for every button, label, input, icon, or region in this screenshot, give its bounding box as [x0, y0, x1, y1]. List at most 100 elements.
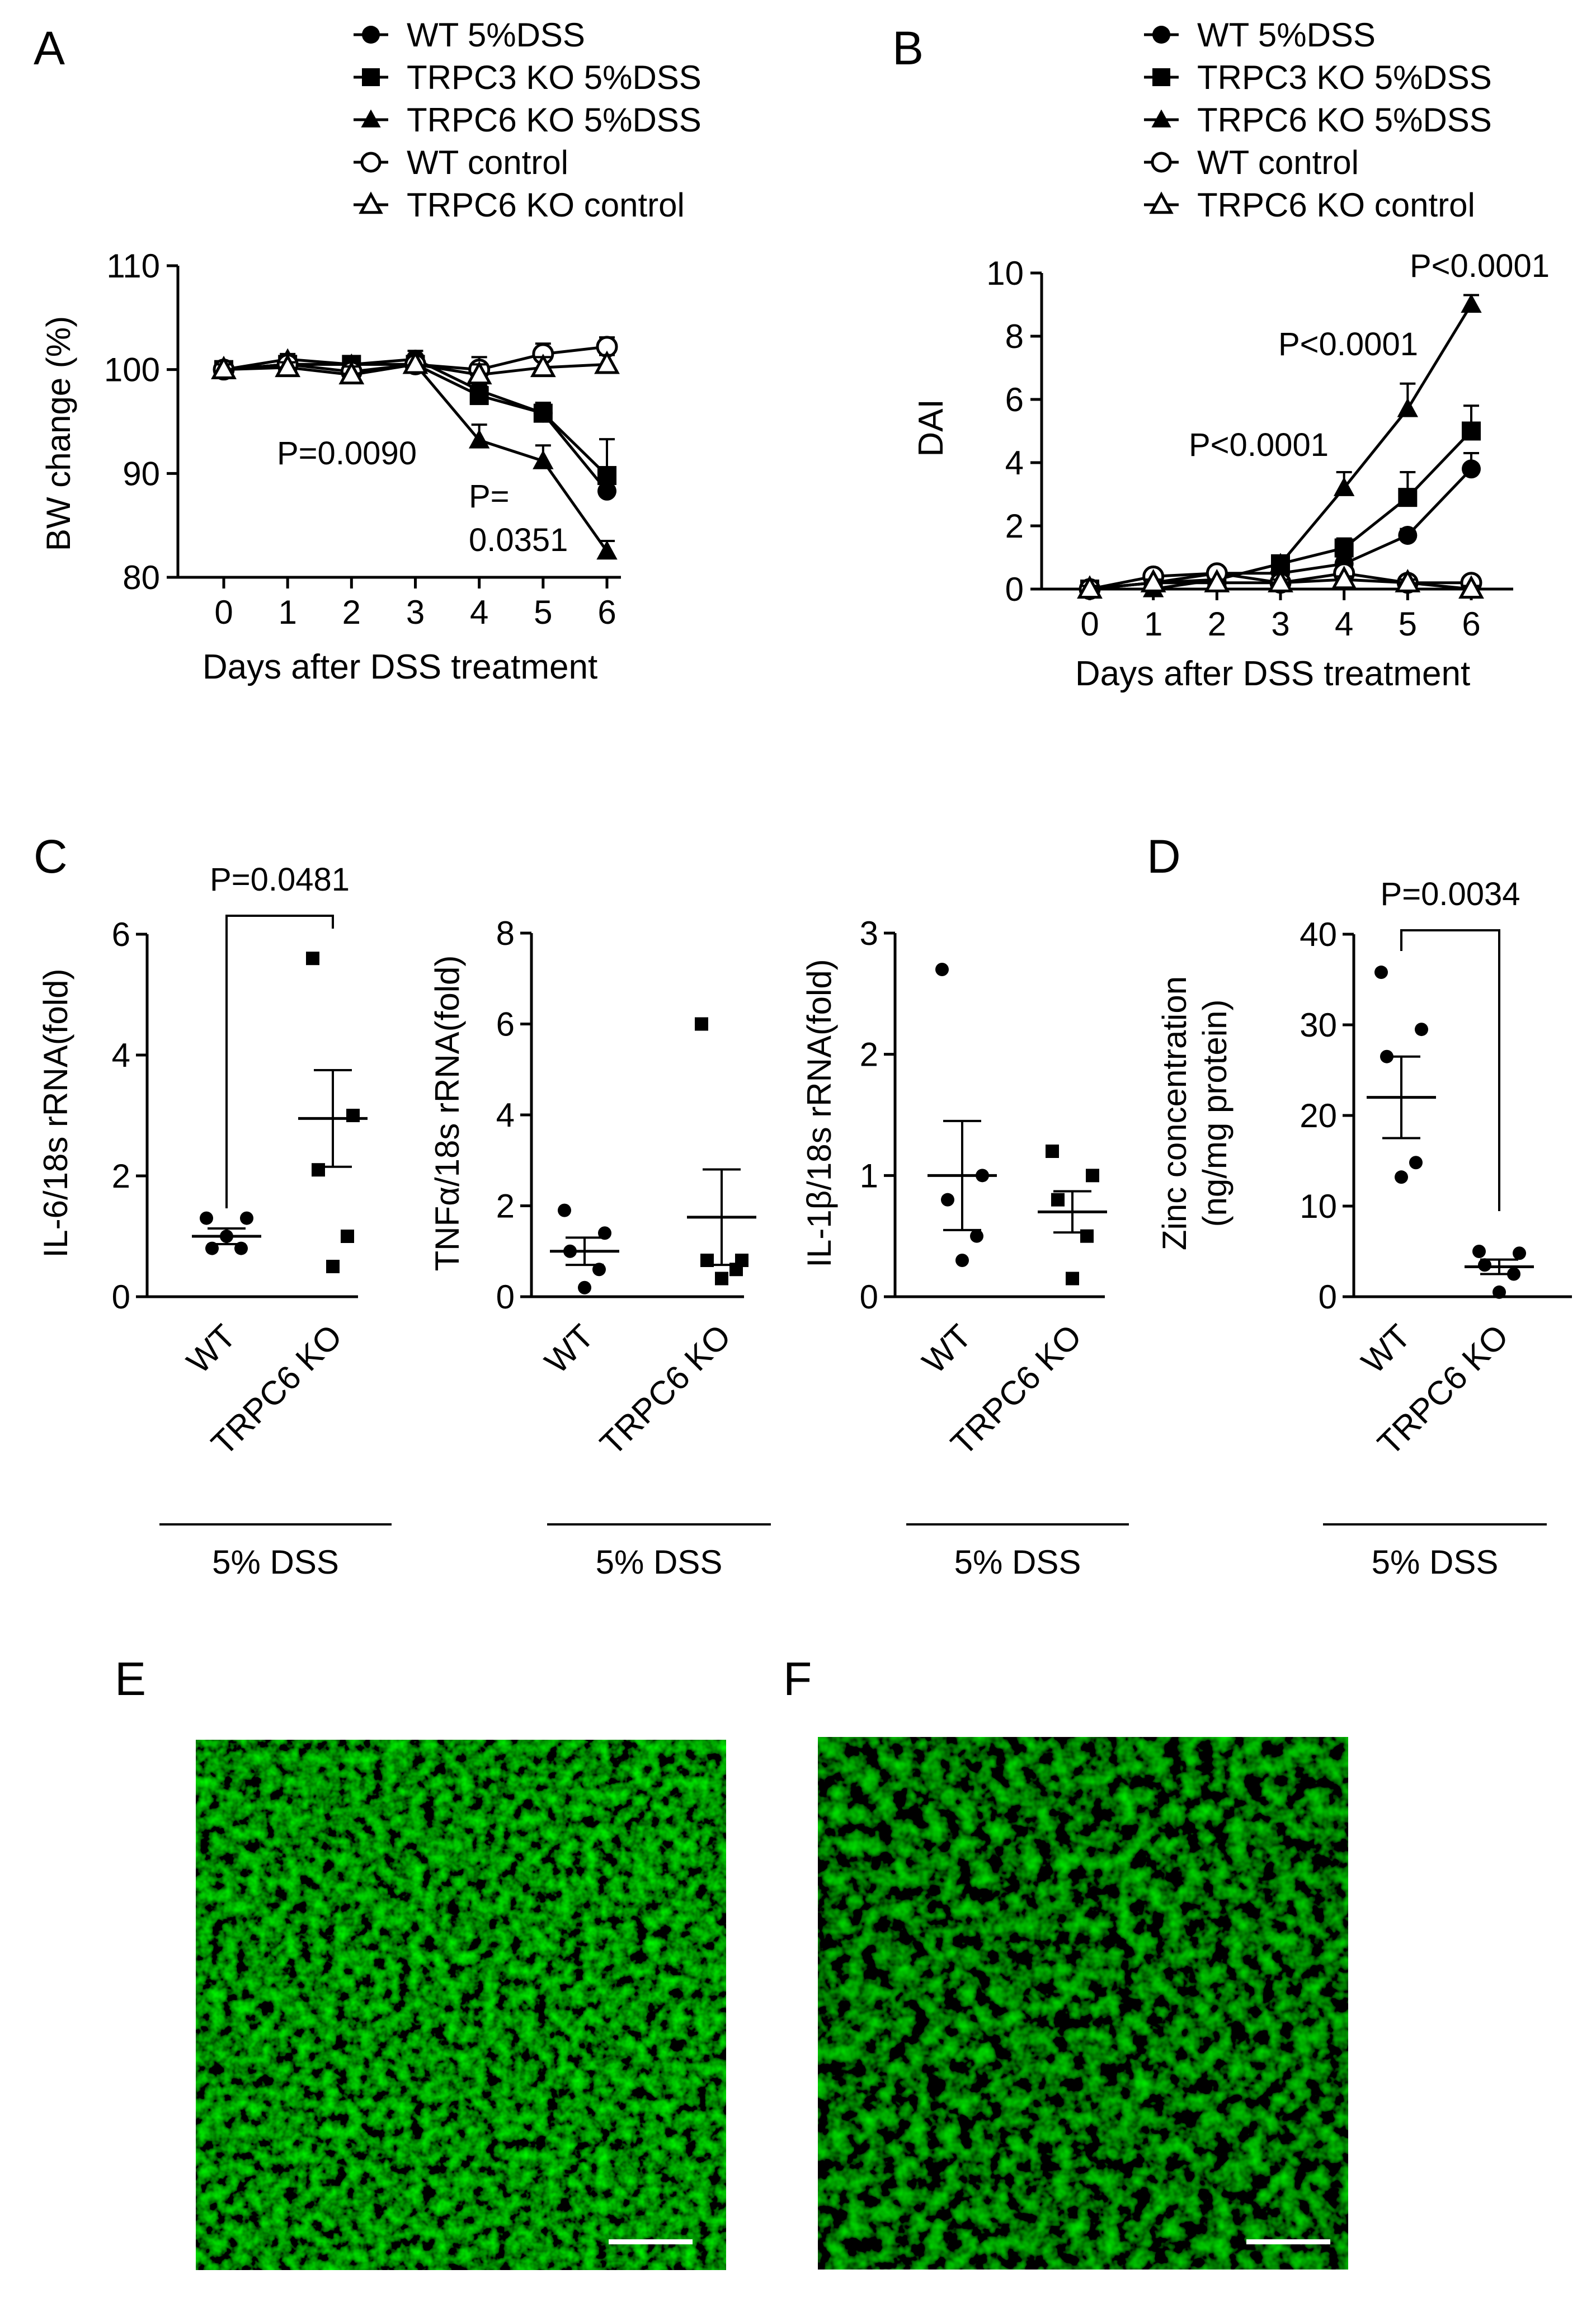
micrograph-f-stain	[818, 1737, 1348, 2270]
x-tick-label: 4	[1335, 605, 1353, 643]
chart-panel-b: DAI Days after DSS treatment P<0.0001 P<…	[912, 248, 1550, 693]
legend-panel-a: WT 5%DSS TRPC3 KO 5%DSS TRPC6 KO 5%DSS WT c…	[354, 16, 702, 224]
xlabel-b: Days after DSS treatment	[1075, 655, 1470, 693]
data-point	[955, 1254, 969, 1267]
legend-label: TRPC6 KO control	[1197, 186, 1475, 224]
data-point	[338, 361, 365, 385]
data-point	[970, 1229, 983, 1243]
x-tick-label: 6	[597, 594, 616, 631]
legend-marker	[362, 68, 380, 86]
x-tick-label: 0	[1080, 605, 1099, 643]
group-label: 5% DSS	[1372, 1543, 1499, 1581]
data-point	[594, 350, 620, 374]
y-tick-label: 4	[496, 1096, 515, 1134]
data-point	[578, 1280, 591, 1294]
annotation-a-p2b: 0.0351	[469, 522, 568, 558]
data-point	[346, 1109, 360, 1122]
data-point	[558, 1203, 571, 1217]
y-axis-label: IL-1β/18s rRNA(fold)	[801, 959, 838, 1267]
x-tick-label: 4	[470, 594, 488, 631]
data-point	[1478, 1258, 1491, 1272]
legend-label: TRPC6 KO control	[407, 186, 685, 224]
y-tick-label: 6	[496, 1006, 515, 1043]
data-point	[1140, 568, 1166, 592]
y-tick-label: 8	[1005, 318, 1024, 355]
data-point	[1066, 1272, 1079, 1286]
y-tick-label: 4	[112, 1037, 130, 1074]
y-tick-label: 80	[123, 559, 160, 596]
data-point	[468, 429, 490, 449]
y-tick-label: 10	[1300, 1188, 1337, 1225]
data-point	[1409, 1156, 1423, 1170]
legend-marker	[1151, 152, 1172, 173]
data-point	[326, 1260, 340, 1273]
data-point	[402, 350, 429, 374]
chart-panel-a: BW change (%) Days after DSS treatment P…	[40, 247, 621, 686]
micrograph-f	[818, 1737, 1348, 2270]
ylabel-b: DAI	[912, 399, 950, 456]
x-tick-label: 2	[342, 594, 361, 631]
data-point	[1204, 568, 1230, 592]
x-tick-label: 1	[1144, 605, 1162, 643]
data-point	[1493, 1285, 1506, 1299]
data-point	[592, 1263, 606, 1277]
y-tick-label: 2	[496, 1188, 515, 1225]
x-tick-label: 3	[1271, 605, 1289, 643]
data-point	[1086, 1169, 1099, 1183]
y-tick-label: 110	[106, 247, 160, 285]
panel-letter-b: B	[892, 22, 924, 74]
y-tick-label: 0	[496, 1278, 515, 1316]
y-axis-label: TNFα/18s rRNA(fold)	[429, 955, 466, 1272]
group-label: 5% DSS	[954, 1543, 1081, 1581]
y-tick-label: 6	[112, 916, 130, 953]
data-point	[530, 354, 556, 378]
data-point	[598, 1226, 611, 1240]
data-point	[533, 403, 553, 423]
x-tick-label: 1	[278, 594, 296, 631]
significance-label: P=0.0034	[1381, 876, 1520, 912]
panel-letter-a: A	[34, 22, 65, 74]
data-point	[1046, 1145, 1059, 1158]
category-label: WT	[1354, 1317, 1418, 1381]
y-tick-label: 1	[860, 1157, 878, 1194]
legend-label: TRPC3 KO 5%DSS	[407, 59, 702, 96]
y-tick-label: 0	[1005, 571, 1024, 608]
chart-panel-d-zinc: 0 10 20 30 40 Zinc concentration (ng/mg protei…	[1156, 876, 1572, 1581]
panel-letter-f: F	[783, 1652, 812, 1705]
y-tick-label: 2	[1005, 507, 1024, 545]
data-point	[1472, 1245, 1486, 1258]
y-axis-label: IL-6/18s rRNA(fold)	[37, 969, 74, 1258]
data-point	[1331, 566, 1357, 590]
y-tick-label: 6	[1005, 381, 1024, 418]
y-tick-label: 90	[123, 455, 160, 492]
data-point	[1458, 575, 1484, 599]
legend-marker	[362, 26, 380, 44]
data-point	[1374, 966, 1388, 980]
legend-marker	[361, 109, 381, 128]
legend-marker	[359, 191, 383, 214]
panel-letter-d: D	[1147, 830, 1181, 883]
significance-bracket	[1400, 929, 1500, 1211]
significance-bracket	[225, 915, 334, 1208]
legend-label: TRPC6 KO 5%DSS	[407, 101, 702, 139]
legend-marker	[360, 152, 382, 173]
data-point	[200, 1211, 213, 1225]
legend-panel-b: WT 5%DSS TRPC3 KO 5%DSS TRPC6 KO 5%DSS WT c…	[1144, 16, 1492, 224]
data-point	[1051, 1193, 1065, 1207]
data-point	[1395, 568, 1421, 592]
data-point	[1397, 398, 1419, 417]
data-point	[306, 952, 319, 966]
category-label: WT	[538, 1317, 601, 1381]
legend-label: WT control	[1197, 144, 1359, 181]
x-tick-label: 5	[534, 594, 552, 631]
y-tick-label: 8	[496, 915, 515, 952]
legend-marker	[1151, 109, 1171, 128]
x-tick-label: 2	[1208, 605, 1226, 643]
micrograph-e-stain	[196, 1740, 726, 2270]
y-tick-label: 10	[986, 255, 1024, 292]
y-tick-label: 20	[1300, 1097, 1337, 1134]
data-point	[341, 1230, 354, 1243]
